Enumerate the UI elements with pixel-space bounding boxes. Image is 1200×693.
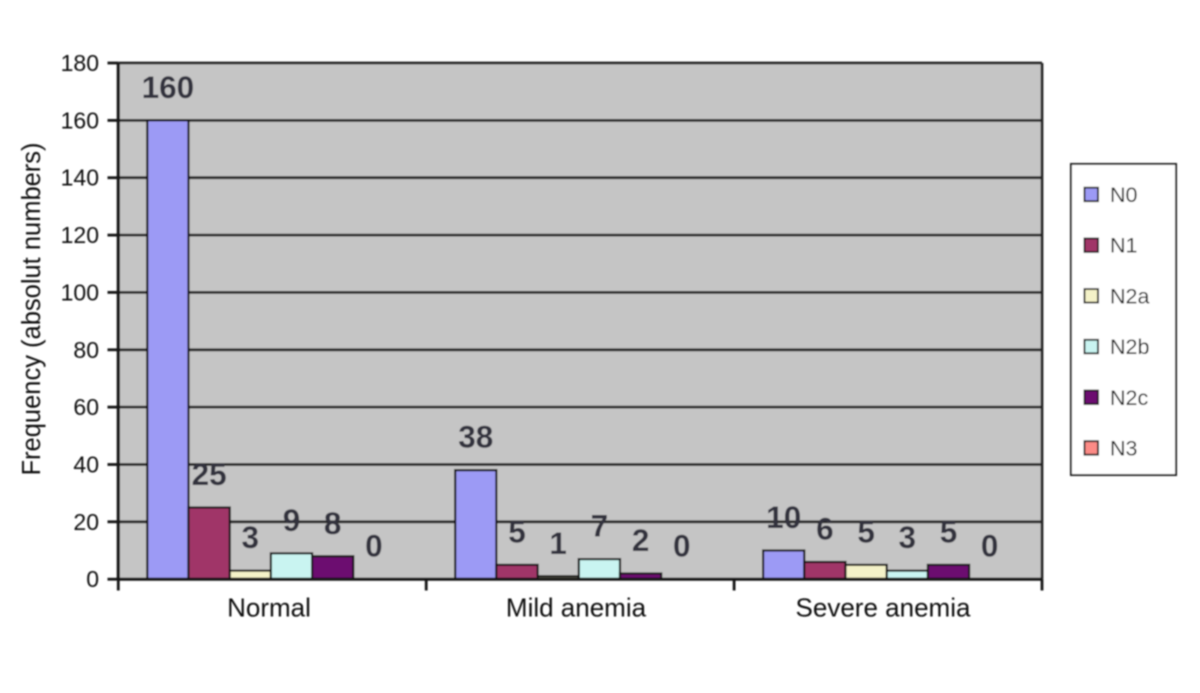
svg-text:120: 120 bbox=[61, 222, 99, 248]
svg-text:5: 5 bbox=[508, 513, 526, 549]
svg-text:3: 3 bbox=[899, 519, 917, 555]
svg-text:Mild anemia: Mild anemia bbox=[506, 593, 647, 623]
svg-text:3: 3 bbox=[242, 519, 260, 555]
svg-text:6: 6 bbox=[816, 511, 834, 547]
svg-text:0: 0 bbox=[365, 528, 383, 564]
svg-text:5: 5 bbox=[857, 513, 875, 549]
svg-text:140: 140 bbox=[61, 165, 99, 191]
svg-text:1: 1 bbox=[549, 525, 567, 561]
svg-text:7: 7 bbox=[591, 508, 609, 544]
svg-text:5: 5 bbox=[940, 513, 958, 549]
svg-text:40: 40 bbox=[73, 452, 99, 478]
svg-text:2: 2 bbox=[632, 522, 650, 558]
svg-text:10: 10 bbox=[766, 499, 801, 535]
svg-text:25: 25 bbox=[192, 456, 227, 492]
svg-text:N1: N1 bbox=[1110, 234, 1137, 258]
svg-text:38: 38 bbox=[458, 419, 493, 455]
svg-text:Severe anemia: Severe anemia bbox=[796, 593, 971, 623]
svg-text:0: 0 bbox=[981, 528, 999, 564]
svg-text:180: 180 bbox=[61, 50, 99, 76]
svg-text:N2a: N2a bbox=[1110, 284, 1149, 308]
svg-text:60: 60 bbox=[73, 394, 99, 420]
svg-text:N2b: N2b bbox=[1110, 335, 1149, 359]
svg-text:8: 8 bbox=[324, 505, 342, 541]
svg-text:N2c: N2c bbox=[1110, 386, 1148, 410]
svg-text:100: 100 bbox=[61, 279, 99, 305]
svg-text:9: 9 bbox=[283, 502, 301, 538]
svg-text:Normal: Normal bbox=[227, 593, 311, 623]
svg-text:160: 160 bbox=[142, 69, 195, 105]
svg-text:N3: N3 bbox=[1110, 437, 1138, 461]
svg-text:0: 0 bbox=[86, 566, 99, 592]
svg-text:20: 20 bbox=[73, 509, 99, 535]
svg-text:160: 160 bbox=[61, 107, 99, 133]
svg-text:0: 0 bbox=[673, 528, 691, 564]
svg-text:N0: N0 bbox=[1110, 183, 1138, 207]
svg-text:80: 80 bbox=[73, 337, 99, 363]
svg-text:Frequency (absolut numbers): Frequency (absolut numbers) bbox=[18, 142, 46, 475]
